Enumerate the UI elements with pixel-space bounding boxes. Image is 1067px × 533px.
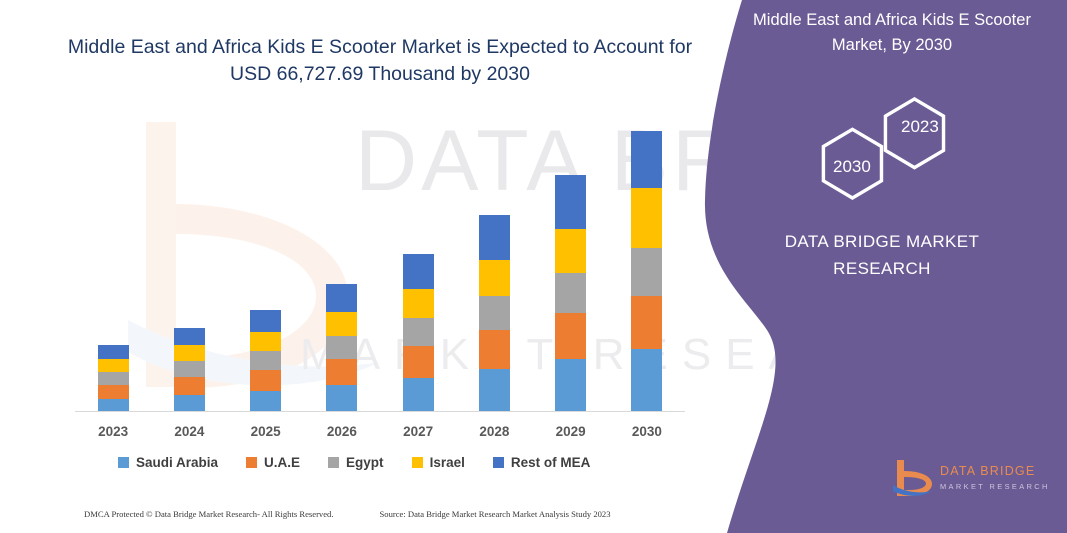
bar-segment-saudi-arabia [478,368,510,411]
bar-segment-egypt [478,295,510,330]
brand-line-1: DATA BRIDGE MARKET [784,232,980,251]
legend-item-egypt[interactable]: Egypt [328,455,384,470]
bar-segment-rest-of-mea [402,253,434,289]
legend-item-israel[interactable]: Israel [411,455,465,470]
bar-segment-u-a-e [173,376,205,395]
bar-segment-saudi-arabia [250,390,282,411]
bar-segment-egypt [631,247,663,296]
bar-segment-rest-of-mea [631,131,663,189]
chart-legend: Saudi Arabia U.A.E Egypt Israel Rest of MEA [118,455,590,470]
bar-segment-saudi-arabia [555,358,587,411]
logo-text-sub: MARKET RESEARCH [940,482,1050,491]
hexagon-group: 2030 2023 [797,95,997,210]
bar-segment-saudi-arabia [173,394,205,411]
bar-segment-rest-of-mea [173,327,205,345]
legend-swatch-icon [246,457,258,468]
bar-segment-israel [402,288,434,318]
bar-segment-saudi-arabia [97,398,129,411]
x-tick-2027: 2027 [403,424,434,439]
x-tick-2029: 2029 [555,424,586,439]
chart-baseline [75,411,685,412]
panel-title: Middle East and Africa Kids E Scooter Ma… [753,11,1031,54]
bar-segment-egypt [250,350,282,370]
footer: DMCA Protected © Data Bridge Market Rese… [84,509,684,519]
x-tick-2028: 2028 [479,424,510,439]
legend-swatch-icon [328,457,340,468]
bar-2025 [250,309,282,411]
bar-segment-rest-of-mea [250,309,282,332]
x-tick-2030: 2030 [631,424,662,439]
bar-segment-israel [555,229,587,273]
legend-label: Israel [429,455,465,470]
bar-segment-u-a-e [250,369,282,391]
logo-text-main: DATA BRIDGE [940,464,1036,478]
bar-segment-israel [631,188,663,248]
legend-label: Rest of MEA [510,455,591,470]
hexagon-label-2023: 2023 [901,117,939,136]
hexagon-shapes-icon [821,96,946,200]
legend-label: Egypt [346,455,384,470]
legend-swatch-icon [118,457,129,468]
chart-plot-area [75,100,685,412]
footer-source: Source: Data Bridge Market Research Mark… [379,509,611,519]
bar-segment-israel [173,344,205,361]
panel-shape [704,0,1067,533]
bar-segment-u-a-e [478,329,510,369]
bar-segment-rest-of-mea [555,175,587,230]
legend-label: U.A.E [264,455,301,470]
bar-segment-egypt [97,371,129,385]
bar-segment-u-a-e [631,295,663,349]
bar-segment-rest-of-mea [326,283,358,312]
bar-segment-egypt [326,335,358,359]
bar-segment-saudi-arabia [631,348,663,411]
bar-segment-saudi-arabia [402,377,434,411]
brand-name: DATA BRIDGE MARKET RESEARCH [722,228,1042,282]
bar-segment-israel [97,358,129,372]
bar-segment-saudi-arabia [326,384,358,411]
bar-2024 [173,327,205,411]
panel-logo: DATA BRIDGE MARKET RESEARCH [892,458,1052,504]
bar-segment-israel [478,259,510,296]
chart-title: Middle East and Africa Kids E Scooter Ma… [67,36,693,85]
legend-item-rest-of-mea[interactable]: Rest of MEA [492,455,591,470]
bar-2028 [478,215,510,411]
bar-2026 [326,283,358,411]
x-tick-2024: 2024 [174,424,205,439]
bar-2027 [402,253,434,411]
bar-segment-israel [250,331,282,351]
x-tick-2025: 2025 [250,424,281,439]
bar-segment-egypt [402,317,434,346]
bar-segment-israel [326,311,358,336]
bar-segment-u-a-e [97,384,129,399]
bar-2030 [631,131,663,411]
brand-panel: Middle East and Africa Kids E Scooter Ma… [687,0,1067,533]
bar-2029 [555,175,587,411]
brand-line-2: RESEARCH [833,259,931,278]
legend-label: Saudi Arabia [136,455,219,470]
chart-x-axis: 2023 2024 2025 2026 2027 2028 2029 2030 [75,424,685,444]
bar-segment-rest-of-mea [478,215,510,260]
bar-segment-u-a-e [402,345,434,378]
legend-item-u-a-e[interactable]: U.A.E [246,455,300,470]
bar-2023 [97,344,129,411]
bar-segment-egypt [173,360,205,377]
legend-swatch-icon [492,457,504,468]
bar-segment-rest-of-mea [97,344,129,359]
bar-segment-u-a-e [326,358,358,385]
x-tick-2023: 2023 [98,424,129,439]
bridge-logo-icon [893,460,932,496]
x-tick-2026: 2026 [326,424,357,439]
footer-copyright: DMCA Protected © Data Bridge Market Rese… [84,509,334,519]
legend-swatch-icon [411,457,423,468]
legend-item-saudi-arabia[interactable]: Saudi Arabia [118,455,218,470]
bar-segment-u-a-e [555,312,587,359]
bar-segment-egypt [555,272,587,313]
hexagon-label-2030: 2030 [833,157,871,176]
